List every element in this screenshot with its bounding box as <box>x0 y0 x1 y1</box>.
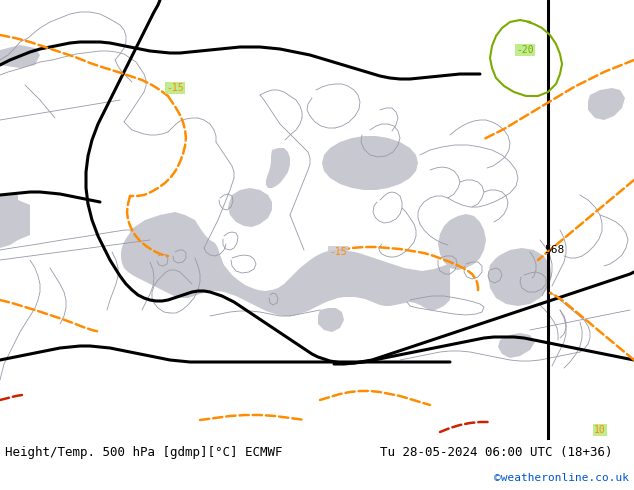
Text: -20: -20 <box>516 45 534 55</box>
Polygon shape <box>498 333 535 358</box>
Text: 10: 10 <box>594 425 606 435</box>
Text: -15: -15 <box>329 247 347 257</box>
Text: Tu 28-05-2024 06:00 UTC (18+36): Tu 28-05-2024 06:00 UTC (18+36) <box>380 445 612 459</box>
Polygon shape <box>322 136 418 190</box>
Polygon shape <box>266 148 290 188</box>
Polygon shape <box>588 88 625 120</box>
Text: -15: -15 <box>166 83 184 93</box>
Polygon shape <box>0 195 30 248</box>
Text: 568: 568 <box>544 245 564 255</box>
Polygon shape <box>0 45 40 68</box>
Polygon shape <box>121 212 450 316</box>
Polygon shape <box>438 214 486 270</box>
Polygon shape <box>318 308 344 332</box>
Polygon shape <box>488 248 552 306</box>
Text: ©weatheronline.co.uk: ©weatheronline.co.uk <box>494 473 629 483</box>
Polygon shape <box>228 188 272 227</box>
Text: Height/Temp. 500 hPa [gdmp][°C] ECMWF: Height/Temp. 500 hPa [gdmp][°C] ECMWF <box>5 445 283 459</box>
